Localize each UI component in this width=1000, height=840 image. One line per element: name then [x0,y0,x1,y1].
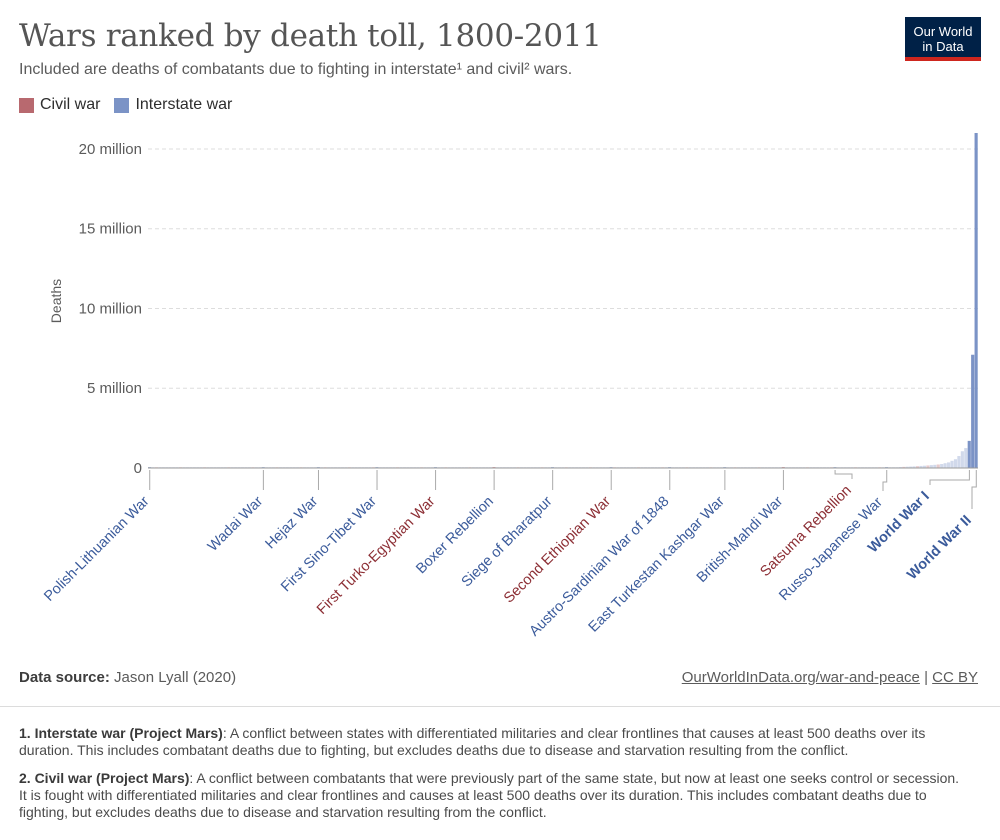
footnote-interstate-text: : A conflict between states with differe… [19,725,926,758]
bar [902,466,906,468]
bar [919,465,923,468]
x-category-label: Second Ethiopian War [501,493,614,606]
interstate-swatch [114,97,130,113]
footnote-interstate-label: 1. Interstate war (Project Mars) [19,725,223,741]
y-axis-title: Deaths [48,279,64,323]
x-category-label: Wadai War [205,493,266,554]
bar [922,465,927,468]
bar [940,464,944,468]
x-category-label: First Sino-Tibet War [278,493,380,595]
y-tick-label: 0 [134,460,142,477]
footnote-interstate: 1. Interstate war (Project Mars): A conf… [19,725,969,759]
bar [926,465,930,468]
y-tick-label: 20 million [79,141,142,158]
bar [943,463,947,468]
y-tick-label: 10 million [79,300,142,317]
logo-line-1: Our World [913,24,973,39]
license-link[interactable]: CC BY [932,669,978,686]
civil-swatch [19,97,34,113]
label-connector [971,470,977,509]
x-category-label: First Turko-Egyptian War [314,493,438,617]
source-value: Jason Lyall (2020) [114,669,237,686]
legend-civil-label: Civil war [40,96,101,113]
source-label: Data source: [19,669,110,686]
y-tick-label: 15 million [79,221,142,238]
legend-interstate-label: Interstate war [135,96,233,113]
bar [971,354,975,468]
footnote-civil-label: 2. Civil war (Project Mars) [19,770,190,786]
source-link-area: OurWorldInData.org/war-and-peace | CC BY [682,669,978,686]
bar [947,462,951,468]
data-source: Data source: Jason Lyall (2020) [19,669,236,686]
owid-logo[interactable]: Our World in Data [905,17,981,61]
chart-subtitle: Included are deaths of combatants due to… [19,61,573,78]
bar [912,466,916,468]
bar [909,466,913,468]
bar-chart: 0 5 million 10 million 15 million 20 million… [41,133,978,640]
bar [950,460,954,468]
bar [936,464,940,468]
label-connector [834,470,853,479]
legend: Civil war Interstate war [19,96,232,114]
bar [967,440,971,468]
label-connector [929,470,970,485]
bar [960,451,964,468]
bar [916,466,920,468]
bar [953,459,958,468]
bar [933,464,937,468]
source-url-link[interactable]: OurWorldInData.org/war-and-peace [681,669,920,686]
footnote-civil: 2. Civil war (Project Mars): A conflict … [19,770,969,821]
separator: | [924,669,928,686]
x-category-label: Hejaz War [263,493,322,552]
legend-item-interstate[interactable]: Interstate war [114,96,232,114]
bar [905,466,909,468]
chart-title: Wars ranked by death toll, 1800-2011 [19,18,602,54]
bar [957,456,961,468]
logo-line-2: in Data [922,39,964,54]
y-tick-label: 5 million [87,380,142,397]
legend-item-civil[interactable]: Civil war [19,96,100,114]
bar [964,448,968,468]
bar [929,465,933,468]
label-connector [882,470,888,491]
bar [974,133,978,468]
x-category-label: Polish-Lithuanian War [41,493,152,604]
footnote-civil-text: : A conflict between combatants that wer… [19,770,960,820]
x-category-label: World War II [904,513,975,584]
divider [0,706,1000,707]
